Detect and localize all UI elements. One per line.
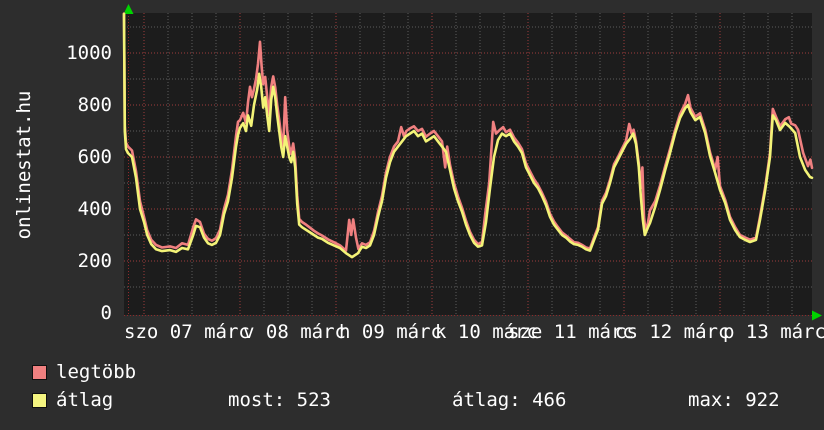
stat-max-value: 922	[745, 389, 780, 411]
y-axis-tick-label: 600	[77, 146, 112, 168]
stat-most-label: most:	[228, 389, 286, 411]
y-axis-tick-label: 1000	[66, 42, 112, 64]
series-legtöbb	[122, 12, 814, 252]
stat-max-label: max:	[688, 389, 734, 411]
x-axis-day-label: k 10 márc	[435, 321, 538, 343]
stat-atlag-value: 466	[532, 389, 567, 411]
x-axis-day-label: h 09 márc	[339, 321, 442, 343]
x-axis-day-label: szo 07 márc	[124, 321, 250, 343]
stat-atlag: átlag: 466	[452, 389, 566, 411]
y-axis-tick-label: 200	[77, 250, 112, 272]
stat-max: max: 922	[688, 389, 780, 411]
stat-most: most: 523	[228, 389, 331, 411]
legend-swatch-atlag	[32, 393, 47, 408]
series-átlag	[122, 12, 814, 259]
y-axis-tick-label: 800	[77, 94, 112, 116]
stat-most-value: 523	[296, 389, 331, 411]
legend-swatch-legtobb	[32, 365, 47, 380]
legend-label-atlag: átlag	[56, 389, 114, 411]
stat-atlag-label: átlag:	[452, 389, 521, 411]
x-axis-arrow-icon	[812, 310, 822, 321]
x-axis-day-label: v 08 márc	[243, 321, 346, 343]
y-axis-tick-label: 400	[77, 198, 112, 220]
y-axis-arrow-icon	[123, 4, 134, 14]
x-axis-day-label: sze 11 márc	[508, 321, 634, 343]
legend-label-legtobb: legtöbb	[56, 361, 137, 383]
y-axis-tick-label: 0	[100, 302, 112, 324]
x-axis-day-label: p 13 márc	[723, 321, 824, 343]
x-axis-day-label: cs 12 márc	[615, 321, 730, 343]
